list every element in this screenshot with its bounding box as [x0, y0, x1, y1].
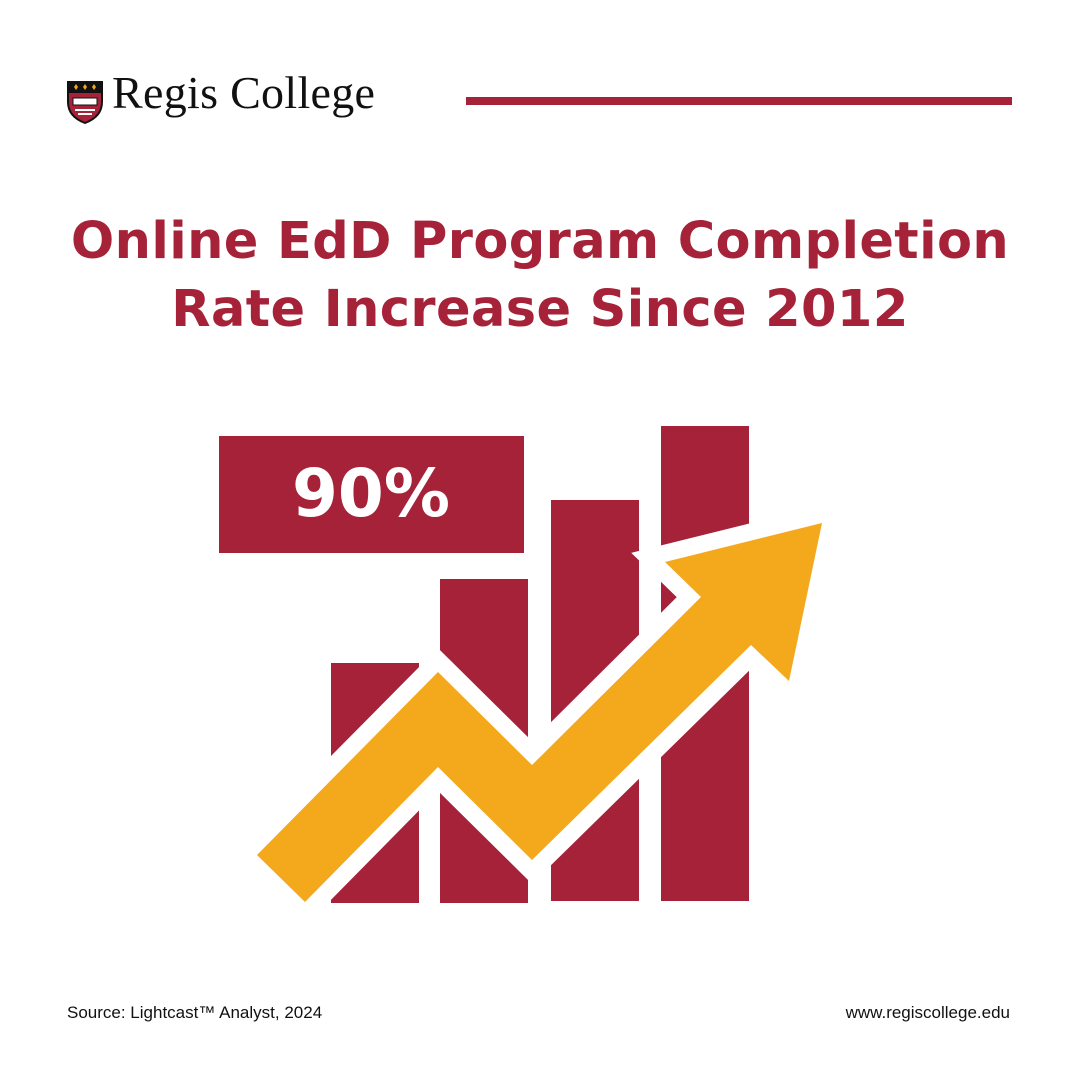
rising-arrow-icon	[257, 523, 822, 902]
title-line-2: Rate Increase Since 2012	[171, 280, 909, 339]
stat-value: 90%	[292, 455, 450, 532]
page-title: Online EdD Program Completion Rate Incre…	[0, 208, 1080, 344]
header-divider	[466, 97, 1012, 105]
college-crest-icon	[67, 81, 103, 124]
college-logo-text[interactable]: Regis College	[112, 67, 376, 118]
source-citation: Source: Lightcast™ Analyst, 2024	[67, 1003, 323, 1022]
website-link[interactable]: www.regiscollege.edu	[845, 1003, 1010, 1022]
title-line-1: Online EdD Program Completion	[70, 212, 1010, 271]
stat-box	[219, 436, 524, 553]
header: Regis College	[0, 0, 1080, 160]
